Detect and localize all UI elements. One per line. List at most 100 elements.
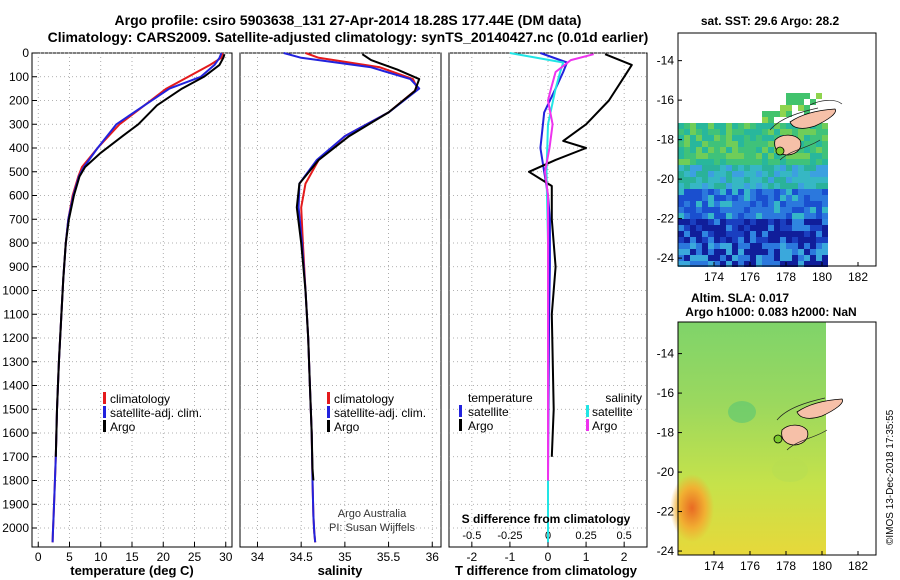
- sst-cell: [726, 261, 732, 267]
- sst-cell: [786, 153, 792, 159]
- sst-cell: [816, 231, 822, 237]
- lon-tick-label: 176: [740, 559, 760, 573]
- sst-cell: [750, 177, 756, 183]
- sst-cell: [780, 207, 786, 213]
- sst-cell: [684, 141, 690, 147]
- sst-cell: [786, 93, 792, 99]
- sst-cell: [792, 213, 798, 219]
- sst-cell: [816, 153, 822, 159]
- lat-tick-label: -20: [657, 172, 675, 186]
- sst-cell: [708, 147, 714, 153]
- sst-cell: [744, 189, 750, 195]
- sst-cell: [822, 147, 828, 153]
- sst-cell: [780, 183, 786, 189]
- sst-cell: [780, 129, 786, 135]
- sst-cell: [750, 135, 756, 141]
- sst-cell: [702, 207, 708, 213]
- sst-cell: [738, 189, 744, 195]
- sst-cell: [774, 237, 780, 243]
- sst-cell: [720, 225, 726, 231]
- x-tick-label: 15: [125, 550, 139, 564]
- x-tick-label: -1: [505, 550, 516, 564]
- sst-cell: [720, 243, 726, 249]
- difference-grid: [449, 52, 647, 547]
- sst-cell: [702, 153, 708, 159]
- sst-cell: [732, 123, 738, 129]
- sst-cell: [732, 219, 738, 225]
- salinity-plot-frame: [239, 52, 442, 548]
- sst-cell: [804, 237, 810, 243]
- sst-cell: [702, 147, 708, 153]
- sst-cell: [816, 159, 822, 165]
- sst-cell: [726, 225, 732, 231]
- sst-cell: [798, 261, 804, 267]
- sst-cell: [678, 171, 684, 177]
- sst-cell: [720, 261, 726, 267]
- sla-map-frame: [677, 321, 877, 556]
- sst-cell: [792, 165, 798, 171]
- sst-cell: [786, 111, 792, 117]
- sst-cell: [762, 219, 768, 225]
- sst-map-title: sat. SST: 29.6 Argo: 28.2: [701, 14, 840, 28]
- sst-cell: [756, 195, 762, 201]
- sst-cell: [702, 195, 708, 201]
- sst-cell: [708, 123, 714, 129]
- sst-cell: [738, 243, 744, 249]
- sst-cell: [804, 249, 810, 255]
- sst-cell: [726, 189, 732, 195]
- sst-cell: [810, 219, 816, 225]
- sst-cell: [750, 129, 756, 135]
- sst-cell: [768, 117, 774, 123]
- salinity-lines: [283, 52, 421, 543]
- sst-cell: [690, 249, 696, 255]
- legend-label-climatology: climatology: [334, 392, 394, 406]
- sst-cell: [750, 147, 756, 153]
- sst-argo-marker: [775, 146, 785, 156]
- sst-cell: [744, 159, 750, 165]
- sla-cool-patch-1: [728, 401, 756, 423]
- series-line-argo-temperature: [528, 53, 633, 457]
- sst-cell: [684, 225, 690, 231]
- legend-label-satellite: satellite-adj. clim.: [110, 406, 202, 420]
- sst-cell: [714, 261, 720, 267]
- sst-cell: [822, 189, 828, 195]
- sst-cell: [744, 261, 750, 267]
- depth-tick-label: 800: [9, 236, 29, 250]
- sst-cell: [744, 195, 750, 201]
- sst-cell: [732, 201, 738, 207]
- x-tick-label: -2: [467, 550, 478, 564]
- sst-cell: [762, 255, 768, 261]
- sst-cell: [720, 135, 726, 141]
- fiji-islands-sla: [776, 397, 843, 451]
- sst-cell: [726, 237, 732, 243]
- series-line-satellite-adj-clim-: [283, 52, 421, 543]
- x-tick-label: 34: [251, 550, 265, 564]
- sst-cell: [750, 213, 756, 219]
- sst-cell: [714, 141, 720, 147]
- sst-cell: [702, 189, 708, 195]
- sst-cell: [792, 201, 798, 207]
- sst-cell: [732, 195, 738, 201]
- lat-tick-label: -22: [657, 212, 675, 226]
- sst-cell: [804, 213, 810, 219]
- sst-cell: [690, 237, 696, 243]
- sst-cell: [804, 225, 810, 231]
- sst-cell: [804, 243, 810, 249]
- sst-cell: [720, 141, 726, 147]
- depth-tick-label: 1100: [3, 307, 29, 321]
- sst-cell: [702, 261, 708, 267]
- sst-cell: [798, 189, 804, 195]
- sst-cell: [822, 177, 828, 183]
- sst-cell: [684, 147, 690, 153]
- sst-cell: [792, 189, 798, 195]
- sst-cell: [684, 195, 690, 201]
- sst-cell: [786, 183, 792, 189]
- temperature-grid: [32, 52, 232, 547]
- lon-tick-label: 180: [812, 270, 832, 284]
- legend-label-climatology: climatology: [110, 392, 170, 406]
- sst-cell: [804, 195, 810, 201]
- sst-cell: [720, 177, 726, 183]
- sst-cell: [696, 123, 702, 129]
- s-diff-tick-label: -0.5: [462, 530, 481, 542]
